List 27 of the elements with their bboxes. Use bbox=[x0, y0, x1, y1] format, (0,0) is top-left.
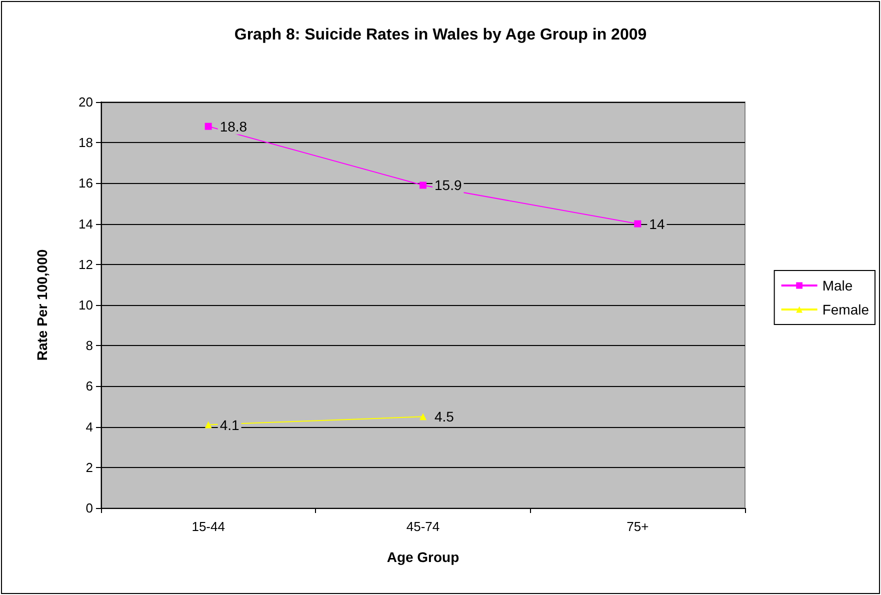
point bbox=[420, 182, 426, 189]
y-tick-label: 16 bbox=[78, 176, 93, 191]
y-tick-label: 12 bbox=[78, 256, 93, 272]
data-label: 18.8 bbox=[220, 118, 248, 134]
x-tick-label: 75+ bbox=[626, 519, 649, 534]
data-label: 4.5 bbox=[434, 408, 454, 425]
data-label: 14 bbox=[649, 216, 665, 232]
x-tick-label: 45-74 bbox=[406, 519, 440, 534]
point bbox=[634, 220, 642, 228]
data-label: 4.1 bbox=[220, 416, 240, 433]
y-tick-label: 6 bbox=[86, 378, 93, 394]
y-tick-label: 10 bbox=[78, 298, 93, 312]
y-tick-label: 4 bbox=[86, 419, 93, 434]
point bbox=[204, 122, 212, 130]
y-axis-title: Rate Per 100,000 bbox=[34, 249, 50, 361]
legend-label: Female bbox=[822, 302, 870, 318]
y-tick-label: 8 bbox=[86, 338, 93, 354]
x-tick-label: 15-44 bbox=[192, 519, 225, 534]
y-tick-label: 0 bbox=[86, 500, 93, 516]
y-tick-label: 20 bbox=[78, 94, 93, 110]
legend-label: Male bbox=[822, 278, 853, 294]
chart-title: Graph 8: Suicide Rates in Wales by Age Group in 2009 bbox=[234, 26, 647, 44]
y-tick-label: 14 bbox=[78, 216, 93, 232]
y-tick-label: 2 bbox=[86, 460, 93, 475]
y-tick-label: 18 bbox=[78, 135, 93, 150]
x-axis-title: Age Group bbox=[386, 549, 460, 565]
data-label: 15.9 bbox=[434, 177, 462, 194]
